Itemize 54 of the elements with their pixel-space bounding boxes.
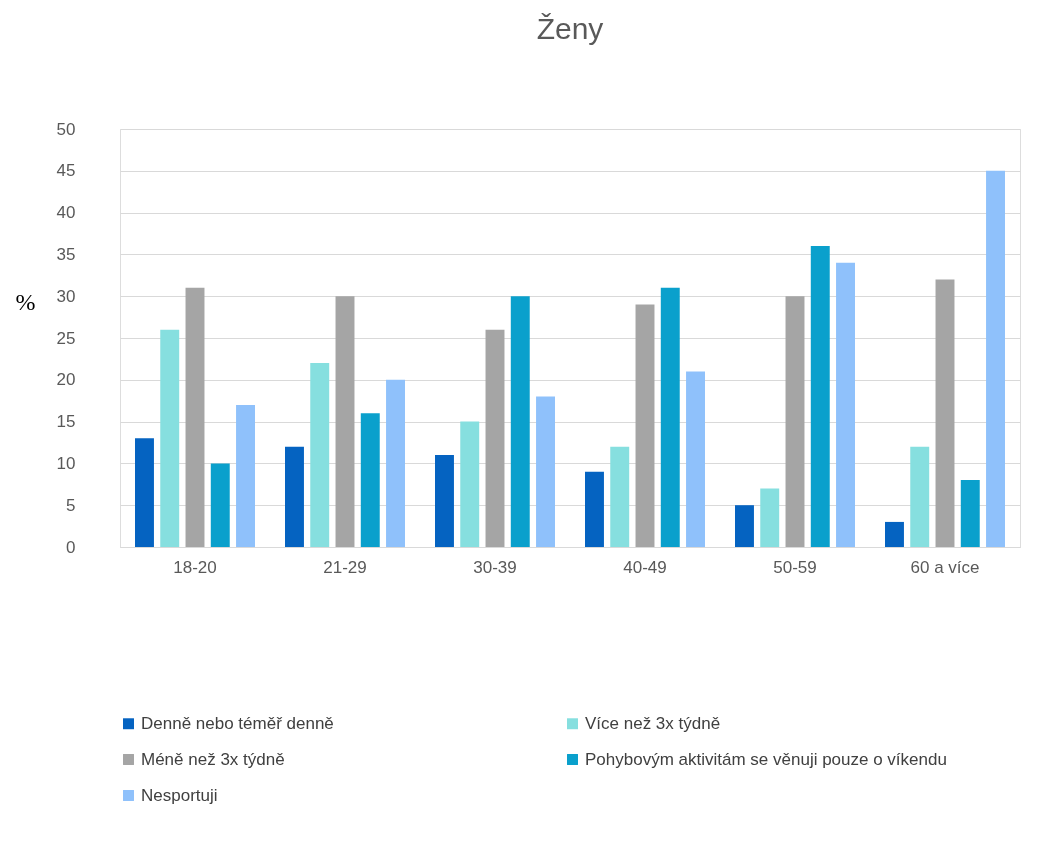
y-tick-label: 15 — [56, 412, 76, 432]
bar — [185, 287, 205, 547]
y-tick-label: 0 — [66, 537, 76, 557]
bar — [885, 521, 904, 547]
y-tick-label: 10 — [56, 453, 76, 473]
legend-label: Méně než 3x týdně — [141, 749, 285, 769]
bar — [686, 371, 705, 547]
bar — [935, 279, 955, 547]
x-tick-label: 60 a více — [910, 557, 980, 577]
y-tick-label: 5 — [66, 495, 76, 515]
bar — [960, 480, 980, 547]
y-tick-label: 45 — [56, 161, 76, 181]
bar — [360, 413, 380, 547]
y-tick-label: 40 — [56, 203, 76, 223]
bar — [485, 329, 505, 547]
x-tick-label: 40-49 — [623, 557, 667, 577]
legend-label: Více než 3x týdně — [585, 713, 721, 733]
bar — [160, 329, 180, 547]
bar — [760, 488, 780, 547]
bar — [310, 363, 330, 547]
x-tick-label: 18-20 — [173, 557, 217, 577]
legend-label: Nesportuji — [141, 785, 218, 805]
y-tick-label: 20 — [56, 370, 76, 390]
bar — [335, 296, 355, 547]
y-tick-label: 30 — [56, 286, 76, 306]
legend-label: Pohybovým aktivitám se věnuji pouze o víkendu — [585, 749, 947, 769]
bar — [135, 438, 154, 547]
bar — [236, 404, 255, 547]
y-tick-label: 50 — [56, 119, 76, 139]
bar — [585, 471, 604, 547]
bar — [910, 446, 930, 547]
bar — [836, 262, 855, 547]
bar — [610, 446, 630, 547]
bar — [660, 287, 680, 547]
chart-title: Ženy — [536, 12, 604, 45]
bar — [386, 379, 405, 547]
bar — [460, 421, 480, 547]
x-tick-label: 50-59 — [773, 557, 817, 577]
x-tick-label: 21-29 — [323, 557, 367, 577]
bar — [810, 246, 830, 547]
bar — [210, 463, 230, 547]
bar — [536, 396, 555, 547]
x-tick-label: 30-39 — [473, 557, 517, 577]
bar — [635, 304, 655, 547]
bar — [785, 296, 805, 547]
y-tick-label: 35 — [56, 244, 76, 264]
bar — [510, 296, 530, 547]
bar — [735, 505, 754, 547]
bar — [435, 455, 454, 547]
bar — [986, 170, 1005, 547]
y-tick-label: 25 — [56, 328, 76, 348]
bar — [285, 446, 304, 547]
y-axis-title: % — [15, 288, 36, 315]
legend-label: Denně nebo téměř denně — [141, 713, 334, 733]
